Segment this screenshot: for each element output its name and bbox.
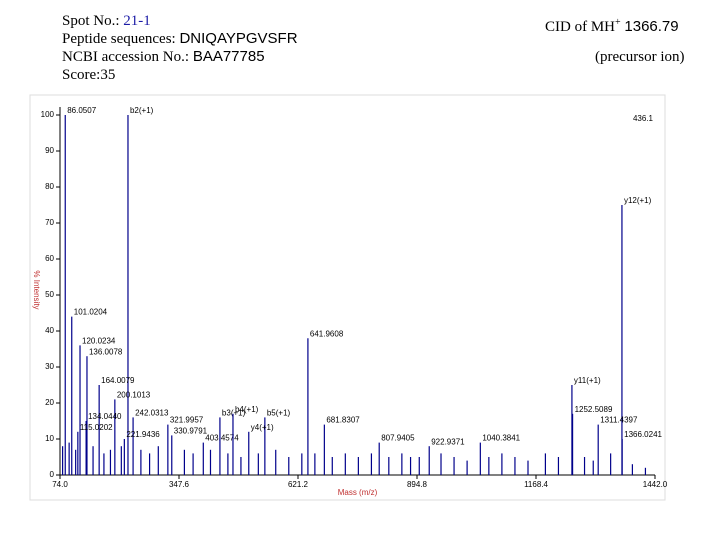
peak-label: b2(+1) — [130, 106, 154, 115]
plot-frame — [29, 94, 666, 501]
peak-label: y4(+1) — [251, 423, 274, 432]
cid: CID of MH+ 1366.79 — [545, 14, 679, 36]
x-tick-label: 894.8 — [407, 480, 428, 489]
peptide-value: DNIQAYPGVSFR — [179, 30, 298, 47]
x-tick-label: 621.2 — [288, 480, 309, 489]
peak-label: 330.9791 — [174, 427, 208, 436]
peak-label: b3(+1) — [222, 409, 246, 418]
header-left: Spot No.: 21-1 Peptide sequences: DNIQAY… — [62, 12, 298, 84]
y-tick-label: 50 — [45, 290, 54, 299]
peak-label: 321.9957 — [170, 416, 204, 425]
y-tick-label: 100 — [41, 110, 55, 119]
peak-label: 136.0078 — [89, 347, 123, 356]
y-axis-label: % Intensity — [32, 270, 41, 309]
peak-label: 641.9608 — [310, 329, 344, 338]
peak-label: 242.0313 — [135, 409, 169, 418]
peak-label: 922.9371 — [431, 437, 465, 446]
cid-label: CID of MH — [545, 19, 615, 35]
y-tick-label: 40 — [45, 326, 54, 335]
peak-label: b5(+1) — [267, 409, 291, 418]
peak-label: 1366.0241 — [624, 430, 662, 439]
spot-value: 21-1 — [123, 13, 151, 29]
y-tick-label: 30 — [45, 362, 54, 371]
peak-label: y11(+1) — [574, 376, 601, 385]
peak-label: 1252.5089 — [575, 405, 613, 414]
ncbi-value: BAA77785 — [192, 48, 265, 65]
y-tick-label: 70 — [45, 218, 54, 227]
peak-label: 200.1013 — [117, 391, 151, 400]
peak-label: 1311.4397 — [600, 416, 638, 425]
precursor: (precursor ion) — [595, 49, 685, 65]
y-tick-label: 20 — [45, 398, 54, 407]
ncbi-label: NCBI accession No.: — [62, 49, 190, 65]
x-tick-label: 1442.0 — [643, 480, 668, 489]
peak-label: 1040.3841 — [482, 434, 520, 443]
cid-value: 1366.79 — [624, 18, 679, 35]
peak-label: y12(+1) — [624, 196, 652, 205]
y-tick-label: 0 — [50, 470, 55, 479]
cid-sup: + — [615, 17, 621, 28]
peak-label: 403.4574 — [205, 434, 239, 443]
peak-label: 164.0079 — [101, 376, 135, 385]
peak-label: 807.9405 — [381, 434, 415, 443]
peptide-label: Peptide sequences: — [62, 31, 176, 47]
y-tick-label: 60 — [45, 254, 54, 263]
peak-label: b4(+1) — [235, 405, 259, 414]
peak-label: 101.0204 — [74, 308, 108, 317]
peak-label: 134.0440 — [88, 412, 122, 421]
max-count: 436.1 — [633, 114, 654, 123]
peak-label: 120.0234 — [82, 337, 116, 346]
x-tick-label: 347.6 — [169, 480, 190, 489]
y-tick-label: 80 — [45, 182, 54, 191]
x-axis-label: Mass (m/z) — [338, 488, 378, 497]
peak-label: 681.8307 — [326, 416, 360, 425]
x-tick-label: 1168.4 — [524, 480, 548, 489]
y-tick-label: 90 — [45, 146, 54, 155]
x-tick-label: 74.0 — [52, 480, 68, 489]
peak-label: 115.0202 — [80, 423, 113, 432]
y-tick-label: 10 — [45, 434, 54, 443]
spot-label: Spot No.: — [62, 13, 120, 29]
peak-label: 86.0507 — [67, 106, 96, 115]
score: Score:35 — [62, 67, 116, 83]
peak-label: 221.9436 — [126, 430, 160, 439]
